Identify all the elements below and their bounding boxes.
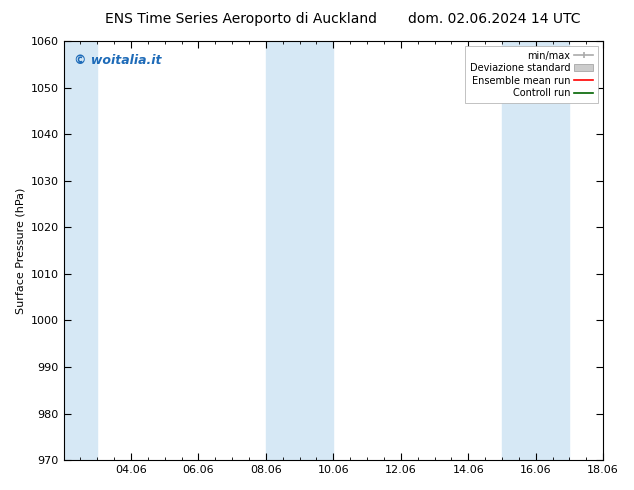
Text: dom. 02.06.2024 14 UTC: dom. 02.06.2024 14 UTC bbox=[408, 12, 581, 26]
Text: © woitalia.it: © woitalia.it bbox=[74, 53, 162, 67]
Legend: min/max, Deviazione standard, Ensemble mean run, Controll run: min/max, Deviazione standard, Ensemble m… bbox=[465, 46, 598, 103]
Bar bbox=[63, 41, 97, 460]
Bar bbox=[502, 41, 569, 460]
Text: ENS Time Series Aeroporto di Auckland: ENS Time Series Aeroporto di Auckland bbox=[105, 12, 377, 26]
Bar bbox=[266, 41, 333, 460]
Y-axis label: Surface Pressure (hPa): Surface Pressure (hPa) bbox=[15, 187, 25, 314]
